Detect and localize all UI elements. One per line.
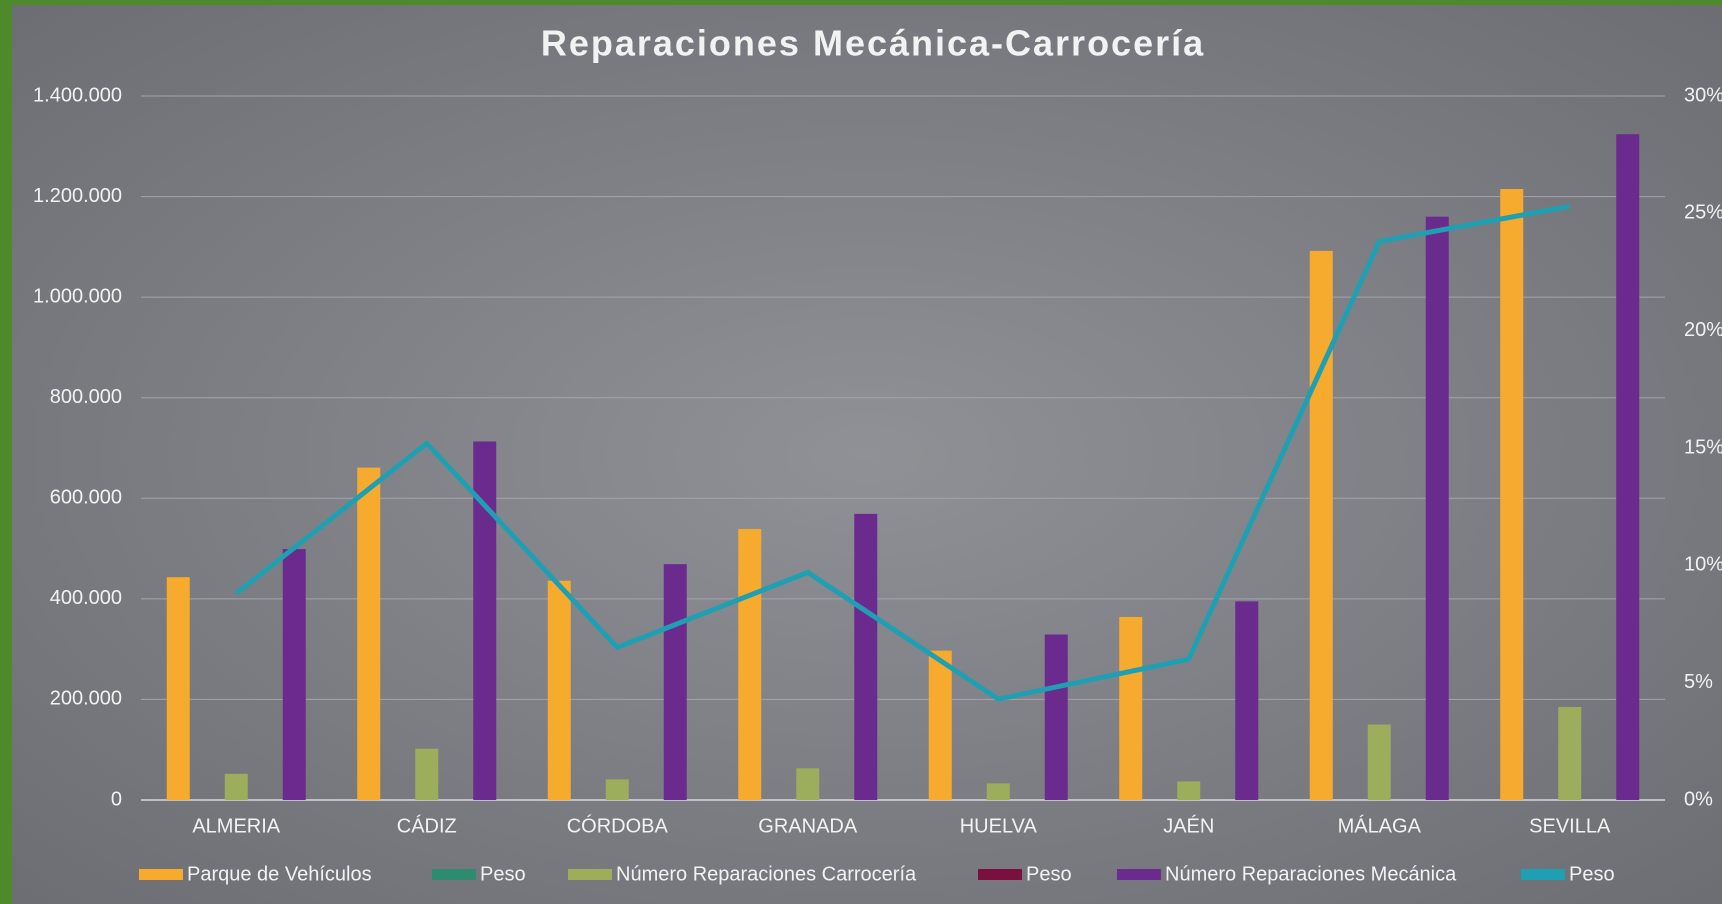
y2-tick-label: 15%: [1684, 436, 1722, 458]
bar: [1119, 616, 1143, 800]
bar: [796, 768, 820, 800]
bar: [1500, 189, 1524, 800]
bar: [854, 513, 878, 800]
x-tick-label: HUELVA: [960, 815, 1038, 837]
y2-tick-label: 0%: [1684, 788, 1713, 810]
bar: [1044, 634, 1068, 800]
y-tick-label: 800.000: [50, 386, 122, 408]
bar: [1177, 781, 1201, 800]
x-tick-label: ALMERIA: [192, 815, 280, 837]
bar: [986, 783, 1010, 800]
y-tick-label: 200.000: [50, 688, 122, 710]
legend-swatch: [1521, 869, 1565, 880]
bar: [282, 549, 306, 800]
line: [234, 203, 1571, 702]
x-tick-label: SEVILLA: [1529, 815, 1611, 837]
bar: [547, 580, 571, 800]
bar: [473, 441, 497, 800]
bar: [1558, 706, 1582, 800]
y2-tick-label: 25%: [1684, 202, 1722, 224]
legend-swatch: [139, 869, 183, 880]
legend-label: Peso: [480, 863, 526, 885]
y2-tick-label: 10%: [1684, 554, 1722, 576]
bar: [1309, 250, 1333, 800]
legend-label: Peso: [1569, 863, 1615, 885]
bar: [663, 564, 687, 800]
bar: [224, 773, 248, 800]
y2-tick-label: 20%: [1684, 319, 1722, 341]
bar: [738, 528, 762, 800]
bar: [357, 467, 381, 800]
bar: [605, 779, 629, 800]
legend-swatch: [432, 869, 476, 880]
y2-tick-label: 30%: [1684, 84, 1722, 106]
x-tick-label: GRANADA: [758, 815, 858, 837]
bar: [1425, 216, 1449, 800]
y-tick-label: 0: [111, 788, 122, 810]
x-tick-label: CÓRDOBA: [567, 814, 669, 837]
x-tick-label: MÁLAGA: [1338, 814, 1422, 837]
bar: [415, 748, 439, 800]
y2-tick-label: 5%: [1684, 671, 1713, 693]
legend-label: Número Reparaciones Carrocería: [616, 863, 917, 885]
bar: [166, 577, 190, 800]
bar: [1616, 134, 1640, 800]
bar: [928, 650, 952, 800]
bar: [1367, 724, 1391, 800]
y-tick-label: 400.000: [50, 587, 122, 609]
bar: [1235, 601, 1259, 800]
x-tick-label: CÁDIZ: [397, 814, 457, 837]
y-tick-label: 1.000.000: [33, 285, 122, 307]
legend-swatch: [1117, 869, 1161, 880]
legend-swatch: [978, 869, 1022, 880]
y-tick-label: 600.000: [50, 487, 122, 509]
y-tick-label: 1.400.000: [33, 84, 122, 106]
chart-title: Reparaciones Mecánica-Carrocería: [541, 23, 1205, 64]
legend-label: Parque de Vehículos: [187, 863, 372, 885]
legend-label: Número Reparaciones Mecánica: [1165, 863, 1457, 885]
y-tick-label: 1.200.000: [33, 185, 122, 207]
x-tick-label: JAÉN: [1163, 814, 1214, 837]
legend-label: Peso: [1026, 863, 1072, 885]
legend-swatch: [568, 869, 612, 880]
